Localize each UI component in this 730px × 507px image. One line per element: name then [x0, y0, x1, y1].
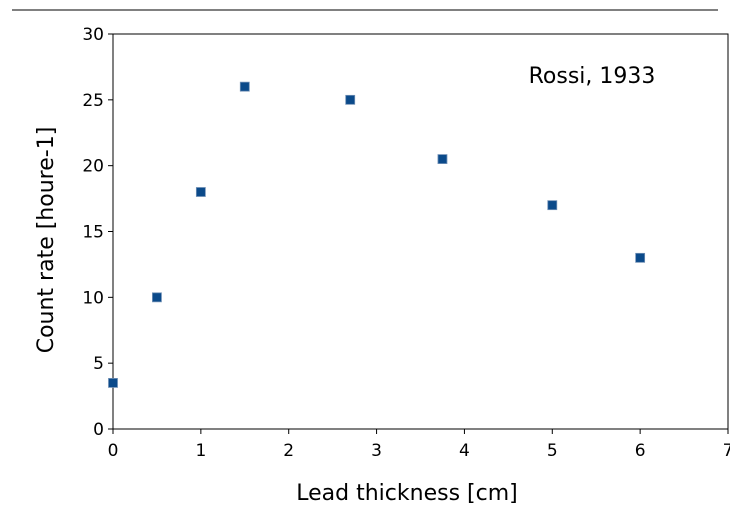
y-axis-ticks: 0 5 10 15 20 25 30	[82, 25, 113, 440]
x-tick-label: 4	[459, 441, 470, 461]
x-tick-label: 2	[283, 441, 294, 461]
x-tick-label: 6	[635, 441, 646, 461]
x-axis-ticks: 0 1 2 3 4 5 6 7	[108, 429, 730, 461]
y-tick-label: 5	[93, 354, 104, 374]
data-point	[437, 154, 448, 164]
y-tick-label: 0	[93, 420, 104, 440]
data-point	[547, 200, 558, 211]
y-tick-label: 20	[82, 157, 104, 177]
y-tick-label: 30	[82, 25, 104, 45]
plot-frame	[112, 33, 729, 430]
y-tick-label: 15	[82, 223, 104, 243]
x-tick-label: 3	[371, 441, 382, 461]
x-axis-label: Lead thickness [cm]	[296, 481, 517, 506]
y-tick-label: 25	[82, 91, 104, 111]
x-tick-label: 1	[195, 441, 206, 461]
data-point	[108, 378, 118, 388]
y-tick-label: 10	[82, 288, 104, 308]
data-point	[239, 81, 250, 92]
annotation-label: Rossi, 1933	[529, 64, 656, 89]
x-tick-label: 0	[108, 441, 119, 461]
data-point	[195, 187, 206, 197]
data-point	[152, 292, 162, 303]
data-points	[108, 81, 646, 388]
data-point	[635, 252, 646, 263]
y-axis-label: Count rate [houre-1]	[34, 127, 59, 354]
data-point	[345, 94, 356, 105]
x-tick-label: 5	[547, 441, 558, 461]
x-tick-label: 7	[723, 441, 730, 461]
